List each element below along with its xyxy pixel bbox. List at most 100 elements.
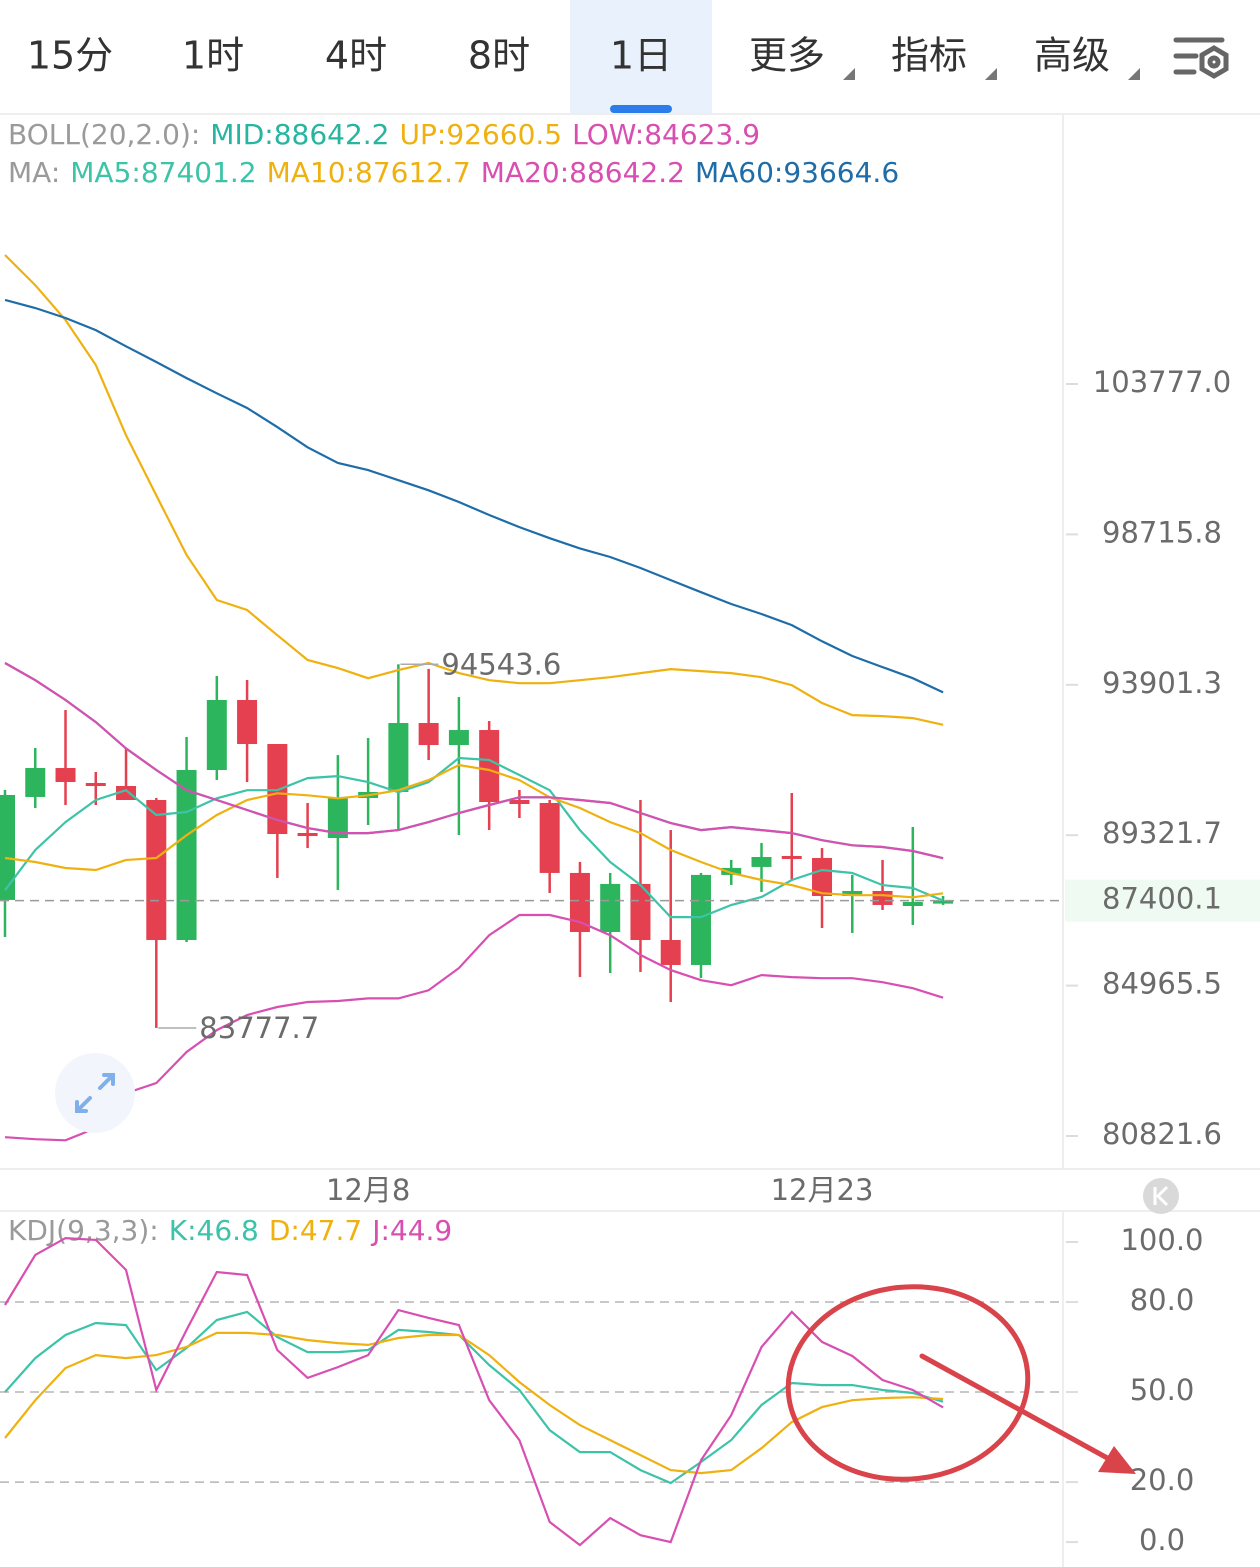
- candle-body: [388, 723, 409, 792]
- legend-entry: LOW:84623.9: [572, 118, 760, 151]
- y-tick-label: 98715.8: [1102, 515, 1222, 549]
- legend-entry: MA60:93664.6: [695, 156, 899, 189]
- indicator-line: [4, 756, 944, 919]
- y-tick-label: 89321.7: [1102, 816, 1222, 850]
- indicator-line: [4, 662, 944, 860]
- icon-stroke: [1199, 45, 1229, 79]
- legend-label: KDJ(9,3,3):: [8, 1214, 159, 1247]
- tab-label[interactable]: 8时: [468, 34, 530, 78]
- indicator-line: [4, 913, 944, 1142]
- candle-body: [146, 800, 167, 941]
- tab-label[interactable]: 4时: [325, 34, 387, 78]
- candle-body: [872, 890, 893, 905]
- candle-body: [902, 901, 923, 906]
- indicator-line: [4, 298, 944, 694]
- candle-wick: [790, 792, 794, 880]
- legend-entry: MID:88642.2: [210, 118, 389, 151]
- y-tick-label: 50.0: [1130, 1373, 1195, 1407]
- candle-wick: [306, 803, 309, 849]
- legend-label: MA:: [8, 156, 60, 189]
- indicator-line: [4, 763, 944, 899]
- indicator-line: [4, 254, 944, 726]
- legend-entry: J:44.9: [370, 1214, 452, 1247]
- scroll-start-button[interactable]: [1143, 1178, 1179, 1214]
- candle-body: [116, 785, 137, 801]
- y-tick-label: 103777.0: [1093, 365, 1231, 399]
- annotation: [785, 1284, 1136, 1482]
- dropdown-caret: [985, 68, 997, 80]
- candle-wick: [851, 874, 854, 933]
- y-tick-label: 0.0: [1139, 1523, 1185, 1557]
- candle-body: [448, 730, 469, 746]
- candle-body: [85, 783, 106, 787]
- candle-body: [660, 940, 681, 965]
- frame: [0, 113, 1260, 1567]
- candle-body: [690, 874, 711, 965]
- candle-body: [0, 794, 15, 900]
- expand-button[interactable]: [55, 1053, 135, 1133]
- candle-body: [781, 855, 802, 859]
- tab-label[interactable]: 1时: [182, 34, 244, 78]
- candle-body: [751, 856, 772, 867]
- legend-label: BOLL(20,2.0):: [8, 118, 200, 151]
- kdj-line: [4, 1331, 944, 1475]
- candle-body: [509, 800, 530, 805]
- x-tick-label: 12月23: [771, 1173, 874, 1207]
- legend: MA: MA5:87401.2 MA10:87612.7 MA20:88642.2 MA…: [8, 156, 899, 189]
- tab-selected-bg: [570, 0, 712, 113]
- icon-stroke: [1207, 55, 1221, 69]
- y-tick-label: 80821.6: [1102, 1117, 1222, 1151]
- high-label: 94543.6: [441, 647, 561, 681]
- legend-entry: MA10:87612.7: [267, 156, 471, 189]
- candle-body: [539, 803, 560, 873]
- tab-label[interactable]: 15分: [27, 34, 113, 78]
- kdj-line: [4, 1236, 944, 1547]
- price-chart: BOLL(20,2.0): MID:88642.2 UP:92660.5 LOW:84…: [0, 118, 1260, 1207]
- y-tick-label: 100.0: [1120, 1223, 1203, 1257]
- settings-icon[interactable]: [1173, 37, 1229, 79]
- candle-body: [812, 857, 833, 896]
- button-glyph: [1153, 1185, 1169, 1207]
- candle-body: [842, 890, 863, 896]
- candle-body: [297, 833, 318, 837]
- candle-wick: [124, 748, 128, 801]
- tab-label[interactable]: 高级: [1034, 34, 1110, 78]
- candle-body: [600, 883, 621, 933]
- candle-body: [569, 872, 590, 933]
- candle-body: [479, 730, 500, 803]
- candle-wick: [64, 710, 67, 806]
- candle-body: [418, 723, 439, 746]
- candle-body: [327, 797, 348, 839]
- annotation-arrow: [919, 1353, 1123, 1468]
- legend-entry: D:47.7: [269, 1214, 362, 1247]
- annotation-circle: [785, 1284, 1031, 1482]
- legend: KDJ(9,3,3): K:46.8 D:47.7 J:44.9: [8, 1214, 452, 1247]
- legend-entry: MA5:87401.2: [70, 156, 256, 189]
- last-price-label: 87400.1: [1102, 882, 1222, 916]
- tab-label[interactable]: 1日: [610, 34, 672, 78]
- expand-arrows: [75, 1073, 115, 1113]
- dropdown-caret: [843, 68, 855, 80]
- candle-body: [721, 867, 742, 875]
- low-label: 83777.7: [199, 1011, 319, 1045]
- candle-body: [630, 883, 651, 941]
- tab-label[interactable]: 更多: [749, 34, 825, 78]
- candle-body: [206, 700, 227, 770]
- dropdown-caret: [1128, 68, 1140, 80]
- legend-entry: K:46.8: [169, 1214, 259, 1247]
- candle-wick: [427, 668, 430, 760]
- candle-body: [933, 900, 954, 904]
- candle-wick: [911, 826, 915, 925]
- y-tick-label: 20.0: [1130, 1463, 1195, 1497]
- candle-wick: [94, 772, 98, 806]
- annotation-arrowhead: [1098, 1446, 1136, 1474]
- x-tick-label: 12月8: [326, 1173, 410, 1207]
- legend-entry: MA20:88642.2: [481, 156, 685, 189]
- tab-label[interactable]: 指标: [891, 34, 967, 78]
- legend: BOLL(20,2.0): MID:88642.2 UP:92660.5 LOW:84…: [8, 118, 760, 151]
- tab-indicator: [610, 105, 672, 113]
- y-tick-label: 84965.5: [1102, 967, 1222, 1001]
- candle-wick: [760, 843, 763, 892]
